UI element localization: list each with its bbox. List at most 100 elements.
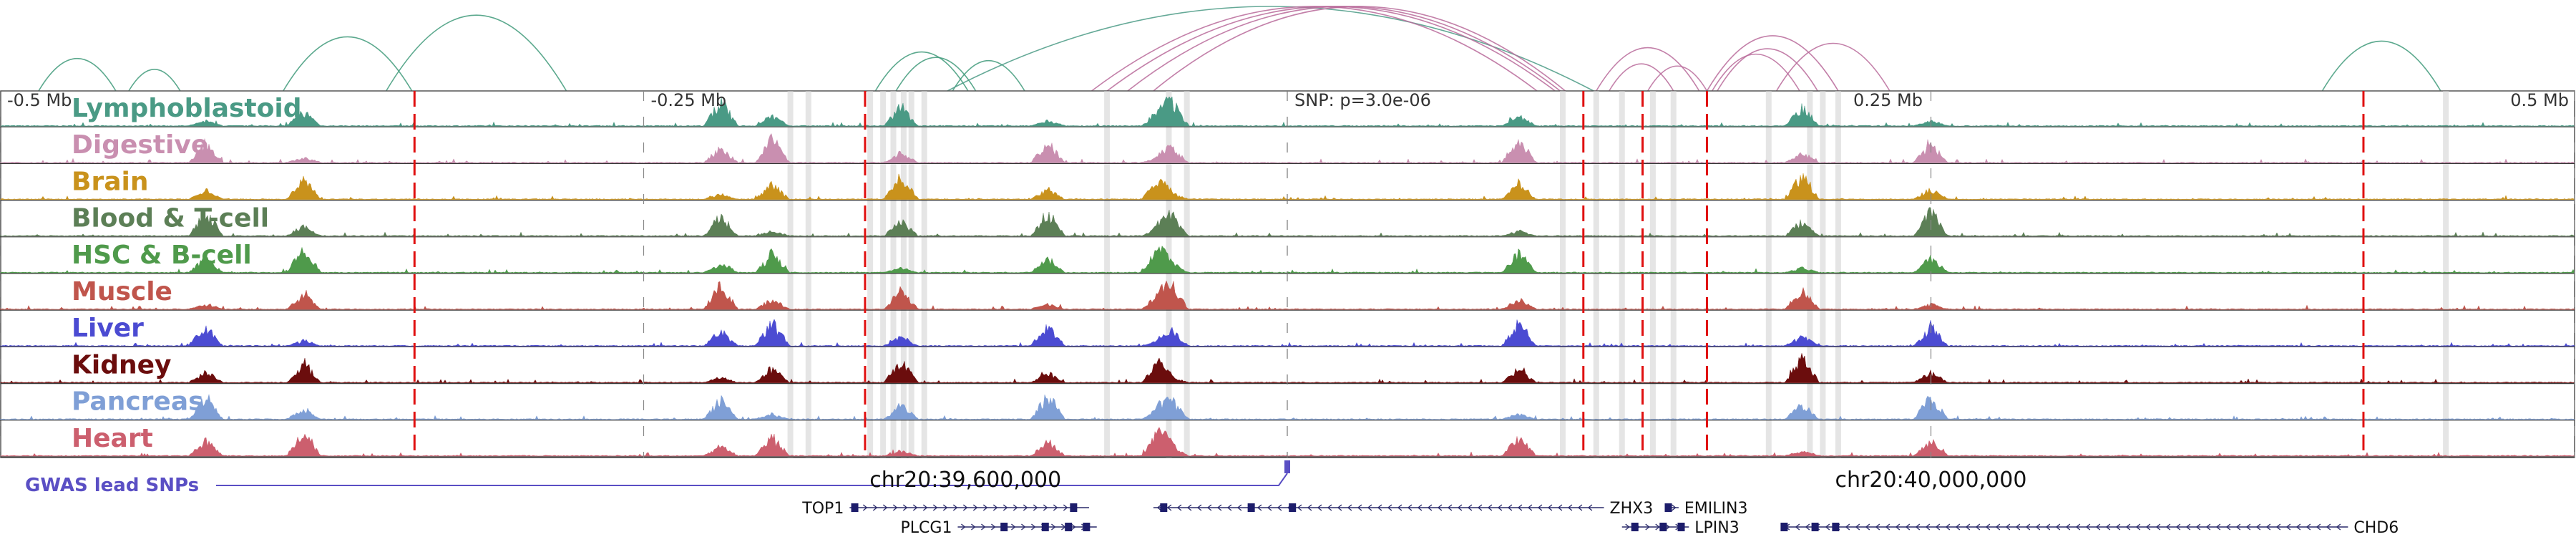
highlight-column (805, 91, 811, 458)
strand-chevron (1497, 504, 1503, 511)
strand-chevron (1547, 504, 1553, 511)
interaction-arc (38, 57, 117, 92)
track-label: Digestive (72, 130, 208, 160)
gene-exon (1289, 503, 1297, 512)
strand-chevron (1975, 523, 1981, 531)
interaction-arc (952, 60, 1025, 92)
gene-top1: TOP1 (801, 500, 1089, 518)
strand-chevron (2005, 523, 2011, 531)
strand-chevron (1156, 504, 1162, 511)
track-label: Muscle (72, 277, 172, 306)
highlight-column (900, 91, 907, 458)
strand-chevron (1557, 504, 1563, 511)
highlight-column (1104, 91, 1111, 458)
interaction-arc (947, 6, 1594, 92)
strand-chevron (2055, 523, 2061, 531)
strand-chevron (1417, 504, 1423, 511)
strand-chevron (1965, 523, 1971, 531)
strand-chevron (2075, 523, 2081, 531)
strand-chevron (2045, 523, 2051, 531)
strand-chevron (1507, 504, 1513, 511)
strand-chevron (1216, 504, 1222, 511)
strand-chevron (2065, 523, 2071, 531)
interaction-arcs (38, 6, 2441, 92)
strand-chevron (2165, 523, 2171, 531)
gene-exon (1631, 523, 1639, 531)
strand-chevron (1477, 504, 1483, 511)
strand-chevron (1387, 504, 1392, 511)
gene-exon (1041, 523, 1049, 531)
strand-chevron (1013, 504, 1018, 511)
gene-exon (1664, 503, 1672, 512)
highlight-column (890, 91, 897, 458)
gene-exon (851, 503, 859, 512)
strand-chevron (862, 504, 868, 511)
highlight-column (921, 91, 927, 458)
gene-label: ZHX3 (1610, 500, 1654, 518)
track-lymphoblastoid: Lymphoblastoid (0, 94, 2575, 127)
strand-chevron (912, 504, 918, 511)
strand-chevron (962, 504, 968, 511)
strand-chevron (1002, 504, 1008, 511)
red-dashed-marks (413, 91, 2365, 458)
strand-chevron (922, 504, 928, 511)
gwas-track: GWAS lead SNPs (25, 460, 1290, 496)
strand-chevron (1357, 504, 1362, 511)
highlight-columns (787, 91, 2449, 458)
track-label: Blood & T-cell (72, 204, 269, 233)
gene-exon (1659, 523, 1667, 531)
strand-chevron (1845, 523, 1850, 531)
gene-exon (1780, 523, 1788, 531)
gene-exon (1065, 523, 1073, 531)
tick-label: -0.5 Mb (7, 90, 72, 110)
interaction-arc (1711, 54, 1800, 92)
strand-chevron (2035, 523, 2041, 531)
strand-chevron (1655, 523, 1660, 531)
strand-chevron (1236, 504, 1242, 511)
strand-chevron (1895, 523, 1901, 531)
strand-chevron (1206, 504, 1212, 511)
strand-chevron (2015, 523, 2021, 531)
strand-chevron (892, 504, 898, 511)
track-signal (0, 280, 2575, 310)
strand-chevron (1577, 504, 1583, 511)
track-label: Heart (72, 424, 153, 453)
strand-chevron (992, 504, 998, 511)
strand-chevron (1186, 504, 1192, 511)
strand-chevron (2326, 523, 2331, 531)
strand-chevron (1517, 504, 1523, 511)
interaction-arc (283, 36, 413, 92)
strand-chevron (2245, 523, 2251, 531)
strand-chevron (2115, 523, 2121, 531)
strand-chevron (1033, 504, 1038, 511)
gene-lpin3: LPIN3 (1621, 519, 1740, 537)
strand-chevron (1166, 504, 1172, 511)
interaction-arc (2321, 40, 2441, 92)
gene-exon (1000, 523, 1008, 531)
gene-exon (1832, 523, 1840, 531)
strand-chevron (1905, 523, 1911, 531)
strand-chevron (971, 523, 976, 531)
track-label: Lymphoblastoid (72, 94, 302, 123)
interaction-arc (1717, 48, 1818, 92)
strand-chevron (1935, 523, 1941, 531)
gene-zhx3: ZHX3 (1153, 500, 1653, 518)
strand-chevron (1031, 523, 1036, 531)
strand-chevron (981, 523, 986, 531)
tick-label: 0.25 Mb (1853, 90, 1923, 110)
strand-chevron (2025, 523, 2031, 531)
strand-chevron (1051, 523, 1056, 531)
gene-exon (1677, 523, 1685, 531)
strand-chevron (1587, 504, 1593, 511)
strand-chevron (2125, 523, 2131, 531)
strand-chevron (1805, 523, 1810, 531)
strand-chevron (1865, 523, 1870, 531)
track-label: Pancreas (72, 387, 204, 417)
strand-chevron (1347, 504, 1352, 511)
gene-exon (1083, 523, 1091, 531)
strand-chevron (1985, 523, 1991, 531)
track-signal (0, 132, 2575, 163)
